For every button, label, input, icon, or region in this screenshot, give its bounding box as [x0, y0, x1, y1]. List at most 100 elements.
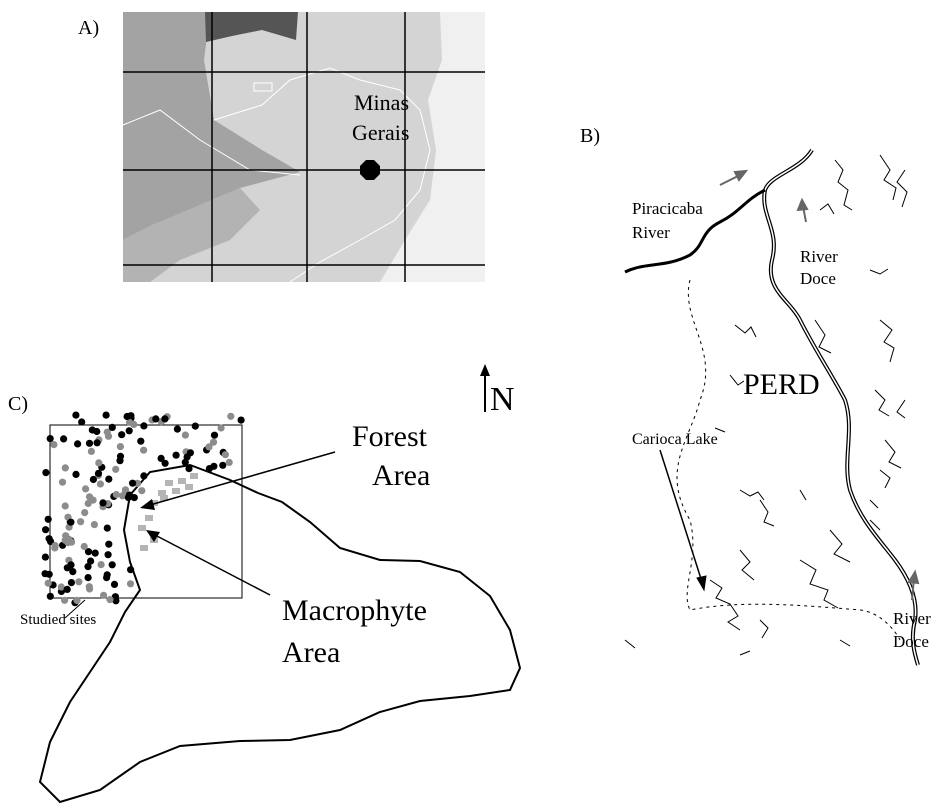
macrophyte-site	[172, 488, 180, 494]
site-dot	[82, 485, 89, 492]
site-dot	[42, 526, 49, 533]
sites	[42, 412, 245, 607]
region-label: Gerais	[352, 120, 409, 145]
sites-label: Studied sites	[20, 612, 96, 628]
site-dot	[174, 426, 181, 433]
site-dot	[124, 413, 131, 420]
site-dot	[77, 518, 84, 525]
site-dot	[42, 554, 49, 561]
site-dot	[95, 470, 102, 477]
site-dot	[59, 479, 66, 486]
site-dot	[74, 440, 81, 447]
site-dot	[62, 464, 69, 471]
site-dot	[94, 439, 101, 446]
site-dot	[187, 449, 194, 456]
site-dot	[138, 487, 145, 494]
site-dot	[88, 448, 95, 455]
panel-label: C)	[8, 393, 28, 415]
site-dot	[222, 451, 229, 458]
lake-label: Carioca Lake	[632, 431, 718, 448]
site-dot	[86, 440, 93, 447]
site-dot	[218, 424, 225, 431]
site-dot	[226, 459, 233, 466]
site-dot	[99, 499, 106, 506]
area-label: Forest	[352, 420, 428, 453]
macrophyte-pointer	[155, 535, 270, 595]
river-label: River	[800, 247, 838, 266]
site-dot	[112, 466, 119, 473]
site-dot	[72, 471, 79, 478]
location-marker	[360, 160, 380, 180]
area-label: Macrophyte	[282, 594, 427, 627]
site-dot	[162, 460, 169, 467]
river-label: Doce	[893, 632, 929, 651]
site-dot	[117, 443, 124, 450]
panel-a-map: A) Minas Gerais	[78, 12, 485, 282]
site-dot	[173, 452, 180, 459]
site-dot	[67, 561, 74, 568]
site-dot	[45, 516, 52, 523]
site-dot	[185, 465, 192, 472]
panel-c-map: C) N Forest Area Macrophyte Area Studied…	[8, 364, 520, 802]
site-dot	[109, 561, 116, 568]
site-dot	[105, 476, 112, 483]
macrophyte-site	[165, 480, 173, 486]
site-dot	[127, 566, 134, 573]
site-dot	[113, 491, 120, 498]
area-label: Area	[282, 636, 340, 669]
site-dot	[111, 581, 118, 588]
site-dot	[47, 593, 54, 600]
site-dot	[50, 441, 57, 448]
site-dot	[238, 417, 245, 424]
pointer-head	[697, 576, 706, 590]
park-label: PERD	[743, 368, 820, 401]
site-dot	[117, 453, 124, 460]
site-dot	[91, 521, 98, 528]
river-label: Piracicaba	[632, 199, 703, 218]
river-label: River	[632, 223, 670, 242]
river-doce-inner	[764, 150, 918, 665]
panel-label: A)	[78, 17, 99, 39]
site-dot	[129, 480, 136, 487]
north-label: N	[490, 381, 515, 418]
panel-b-labels: B) Piracicaba River River Doce PERD Cari…	[580, 125, 931, 651]
site-dot	[192, 423, 199, 430]
site-dot	[140, 472, 147, 479]
site-dot	[161, 415, 168, 422]
site-dot	[103, 412, 110, 419]
site-dot	[85, 500, 92, 507]
site-dot	[78, 418, 85, 425]
site-dot	[89, 426, 96, 433]
site-dot	[106, 596, 113, 603]
site-dot	[75, 578, 82, 585]
site-dot	[105, 551, 112, 558]
site-dot	[81, 543, 88, 550]
area-label: Area	[372, 459, 430, 492]
site-dot	[140, 422, 147, 429]
park-boundary	[677, 280, 900, 640]
site-dot	[42, 570, 49, 577]
site-dot	[130, 421, 137, 428]
site-dot	[182, 432, 189, 439]
site-dot	[219, 462, 226, 469]
site-dot	[126, 427, 133, 434]
site-dot	[62, 502, 69, 509]
site-dot	[69, 568, 76, 575]
site-dot	[105, 433, 112, 440]
site-dot	[67, 519, 74, 526]
site-dot	[42, 469, 49, 476]
site-dot	[104, 571, 111, 578]
site-dot	[52, 542, 59, 549]
site-dot	[211, 432, 218, 439]
site-dot	[45, 580, 52, 587]
river-label: River	[893, 609, 931, 628]
site-dot	[152, 415, 159, 422]
site-dot	[62, 532, 69, 539]
site-dot	[95, 459, 102, 466]
site-dot	[85, 574, 92, 581]
site-dot	[127, 580, 134, 587]
macrophyte-site	[138, 525, 146, 531]
site-dot	[64, 586, 71, 593]
river-doce	[764, 150, 918, 665]
macrophyte-site	[185, 484, 193, 490]
